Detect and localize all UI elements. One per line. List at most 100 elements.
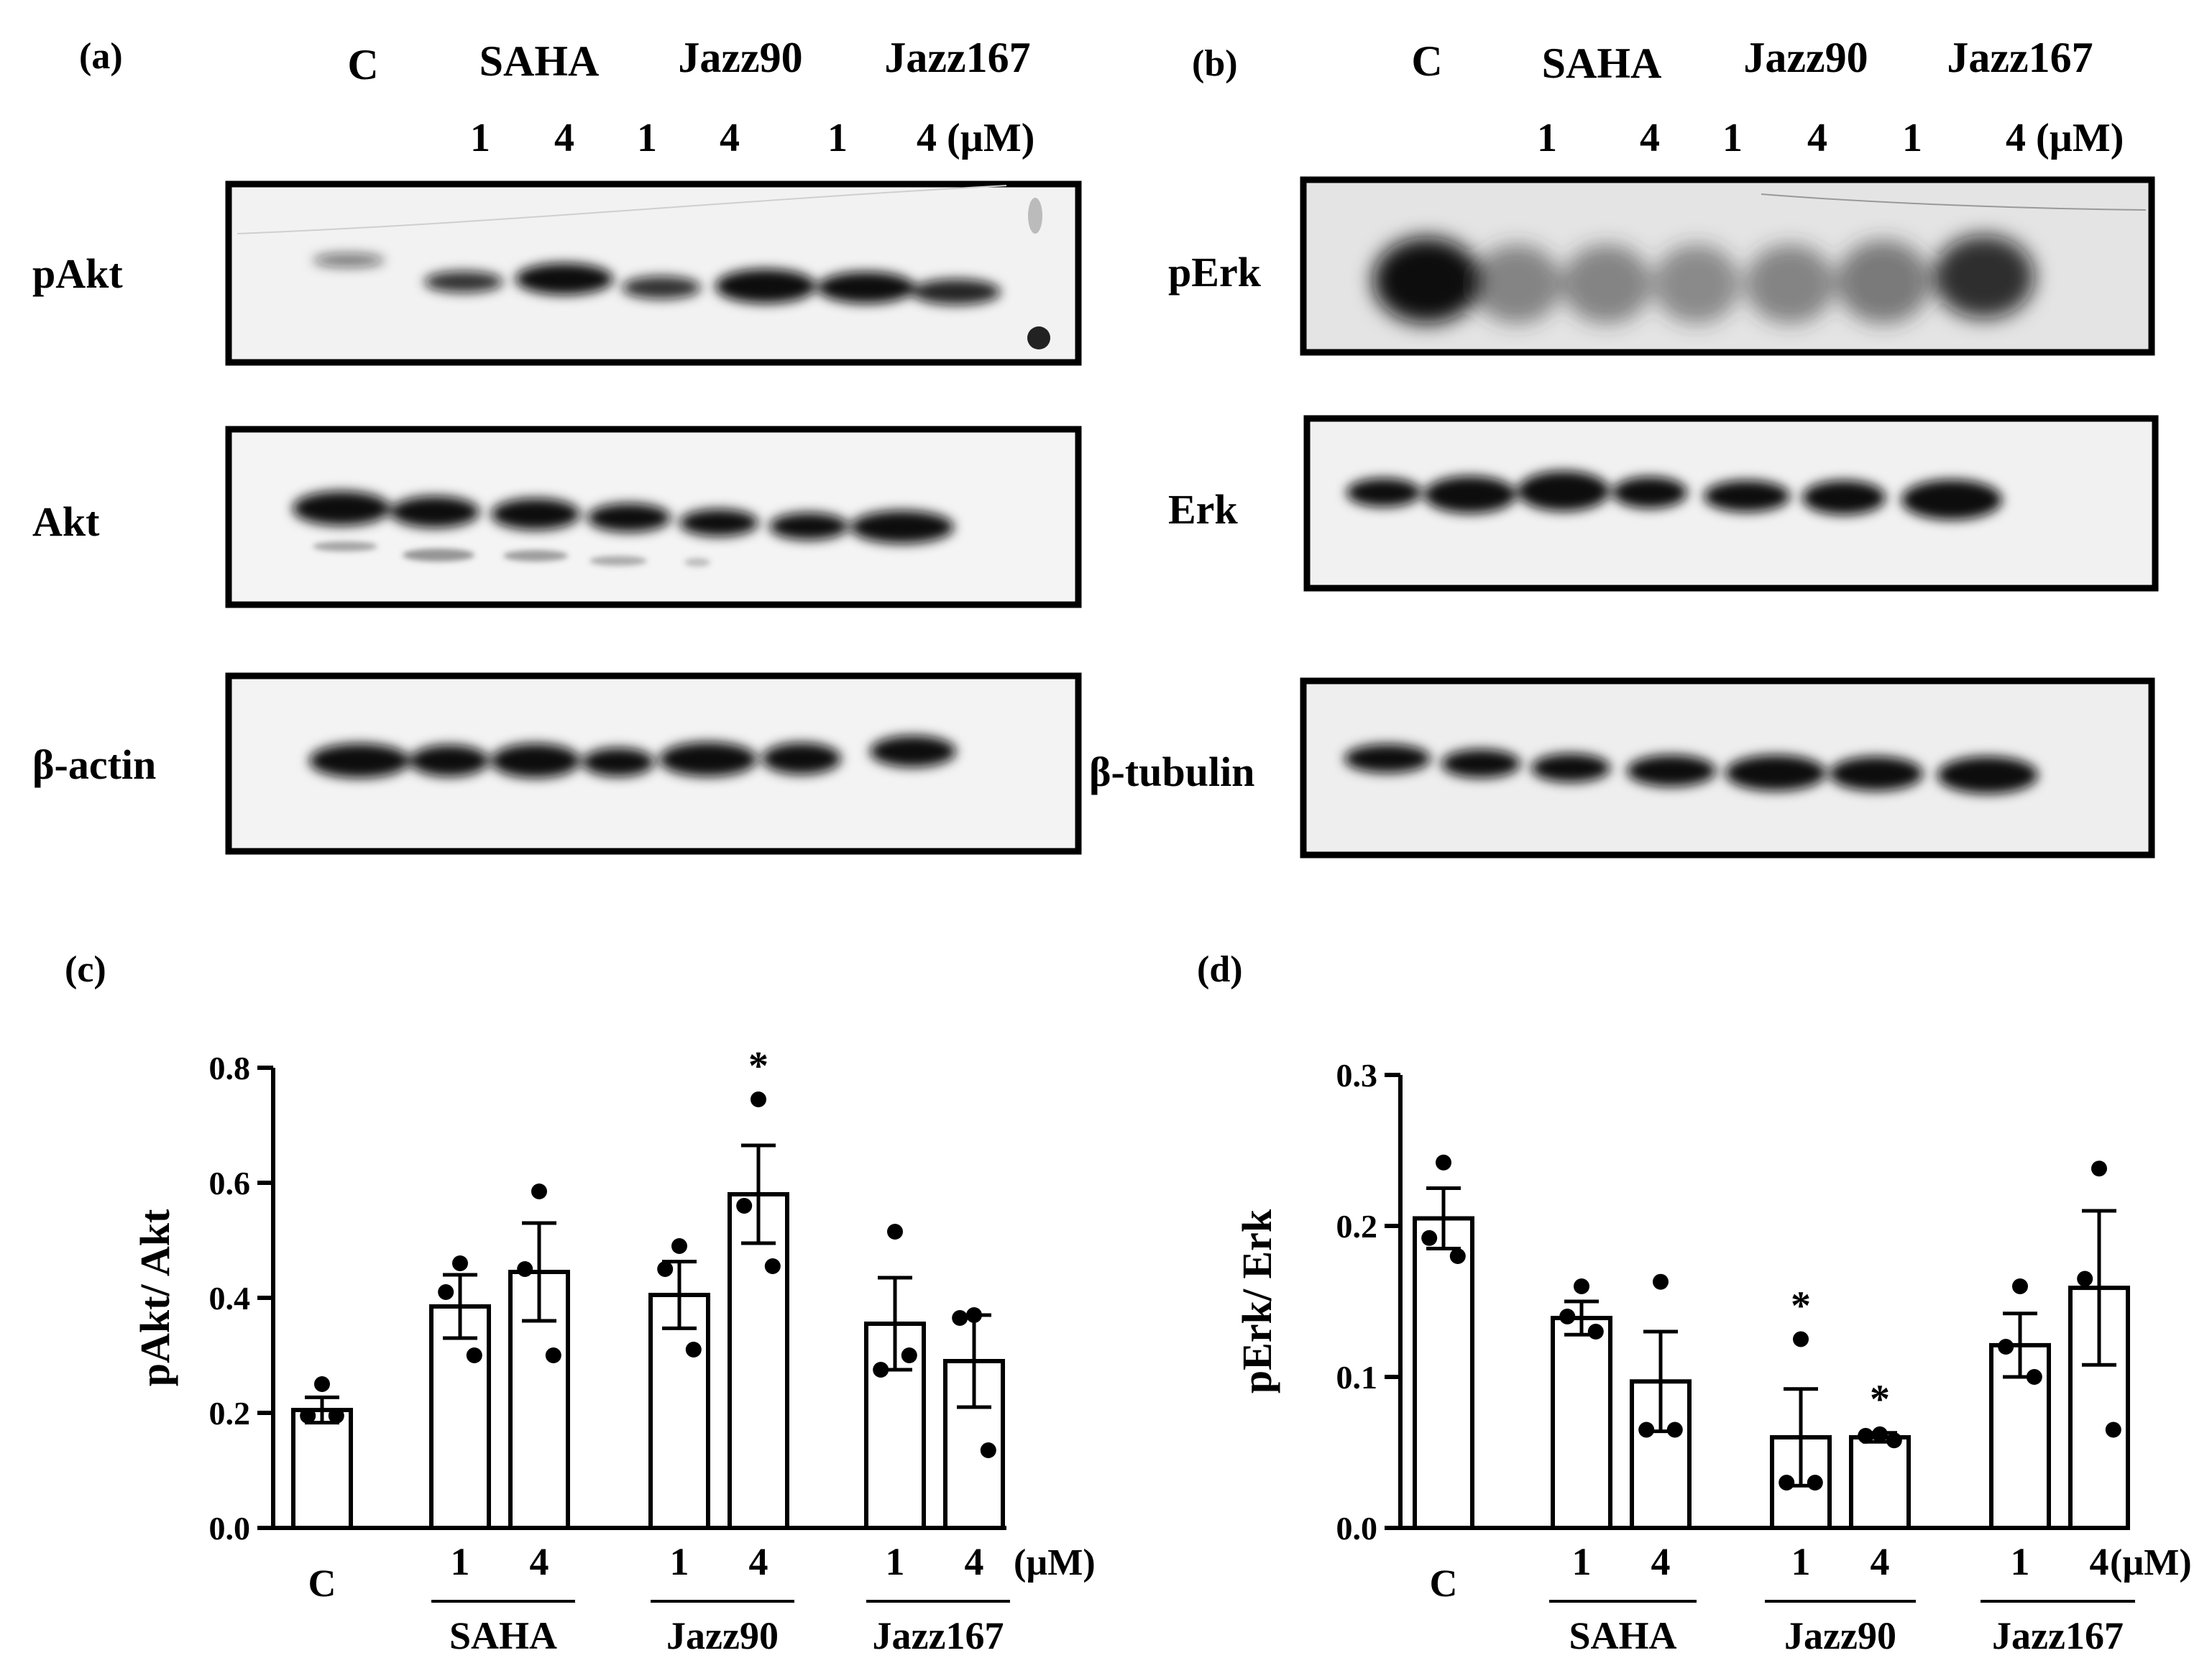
- data-point: [1653, 1273, 1669, 1290]
- data-point: [1807, 1475, 1823, 1491]
- blot-beta-actin: [225, 672, 1082, 855]
- data-point: [1559, 1309, 1576, 1324]
- blot-erk: [1303, 415, 2159, 592]
- bar: [1413, 1216, 1474, 1530]
- x-tick-label: 1: [670, 1540, 689, 1583]
- y-tick-label: 0.3: [1336, 1057, 1378, 1094]
- blot-b-group-label: Jazz167: [1947, 34, 2093, 81]
- group-label: Jazz90: [666, 1614, 779, 1657]
- data-point: [1886, 1432, 1902, 1449]
- blot-b-dose-label: 4: [1640, 116, 1660, 160]
- data-point: [438, 1284, 454, 1300]
- x-tick-label: 1: [451, 1540, 470, 1583]
- unit-label: (µM): [2110, 1542, 2192, 1583]
- data-point: [2091, 1160, 2107, 1177]
- significance-marker: *: [1870, 1378, 1890, 1422]
- blot-row-label: β-actin: [32, 741, 156, 788]
- x-tick-label: 4: [749, 1540, 768, 1583]
- blot-b-dose-label: 1: [1902, 116, 1922, 160]
- data-point: [1998, 1339, 2014, 1355]
- blot-a-dose-label: 1: [637, 116, 657, 160]
- blot-b-dose-label: 1: [1537, 116, 1557, 160]
- x-tick-label: 4: [2090, 1540, 2109, 1583]
- data-point: [657, 1261, 674, 1277]
- x-tick-label: 4: [1651, 1540, 1671, 1583]
- data-point: [1421, 1230, 1438, 1246]
- data-point: [1638, 1422, 1655, 1438]
- data-point: [751, 1091, 766, 1107]
- panel-d-label: (d): [1197, 949, 1243, 990]
- data-point: [736, 1198, 753, 1214]
- panel-c-label: (c): [65, 949, 106, 990]
- data-point: [2026, 1369, 2042, 1385]
- data-point: [1872, 1426, 1888, 1442]
- blot-b-dose-label: 1: [1722, 116, 1743, 160]
- y-axis-label: pAkt/ Akt: [132, 1209, 178, 1386]
- y-tick-label: 0.0: [209, 1510, 251, 1547]
- data-point: [671, 1238, 687, 1254]
- blot-row-label: Erk: [1168, 486, 1238, 533]
- blot-a-group-label: C: [347, 41, 378, 88]
- data-point: [531, 1184, 547, 1199]
- data-point: [466, 1347, 482, 1363]
- y-tick-label: 0.8: [209, 1050, 251, 1086]
- bar: [1849, 1435, 1911, 1530]
- unit-label: (µM): [1014, 1542, 1096, 1583]
- panel-b: (b) C SAHA Jazz90 Jazz167 1 4 1 4 1 4 (µ…: [1089, 34, 2159, 859]
- data-point: [980, 1442, 996, 1458]
- blot-b-group-label: SAHA: [1542, 40, 1662, 87]
- y-tick-label: 0.2: [1336, 1208, 1378, 1245]
- blot-akt: [225, 426, 1082, 608]
- blot-row-label: pErk: [1168, 249, 1262, 296]
- data-point: [966, 1307, 982, 1323]
- blot-a-group-label: Jazz167: [884, 34, 1030, 81]
- x-tick-label: 1: [1572, 1540, 1592, 1583]
- bar: [648, 1293, 710, 1530]
- x-tick-label: C: [308, 1562, 336, 1605]
- data-point: [952, 1310, 968, 1326]
- blot-a-dose-label: 4 (µM): [917, 116, 1034, 160]
- group-label: Jazz90: [1784, 1614, 1896, 1657]
- x-tick-label: C: [1430, 1562, 1458, 1605]
- panel-b-label: (b): [1192, 43, 1238, 84]
- data-point: [764, 1258, 781, 1274]
- blot-a-dose-label: 1: [470, 116, 490, 160]
- blot-beta-tubulin: [1300, 677, 2155, 859]
- data-point: [873, 1362, 889, 1378]
- group-label: Jazz167: [1992, 1614, 2124, 1657]
- data-point: [1858, 1427, 1874, 1444]
- x-tick-label: 4: [965, 1540, 984, 1583]
- blot-b-dose-label: 4: [1807, 116, 1827, 160]
- bar: [1551, 1316, 1612, 1530]
- blot-row-label: Akt: [32, 498, 100, 545]
- data-point: [328, 1408, 344, 1424]
- panel-a-label: (a): [79, 36, 123, 77]
- bar: [291, 1408, 353, 1530]
- data-point: [685, 1342, 702, 1358]
- data-point: [1793, 1331, 1809, 1347]
- x-tick-label: 4: [1871, 1540, 1890, 1583]
- blot-a-group-label: Jazz90: [678, 34, 802, 81]
- y-tick-label: 0.6: [209, 1165, 251, 1201]
- blot-a-dose-label: 4: [720, 116, 740, 160]
- data-point: [300, 1408, 316, 1424]
- blot-row-label: pAkt: [32, 250, 123, 297]
- data-point: [1666, 1422, 1683, 1438]
- blot-a-dose-label: 1: [827, 116, 848, 160]
- y-tick-label: 0.0: [1336, 1510, 1378, 1547]
- data-point: [2012, 1278, 2028, 1294]
- significance-marker: *: [1791, 1284, 1811, 1329]
- blot-b-group-label: Jazz90: [1743, 34, 1868, 81]
- group-label: SAHA: [449, 1614, 557, 1657]
- data-point: [517, 1261, 533, 1277]
- group-label: Jazz167: [873, 1614, 1004, 1657]
- blot-row-label: β-tubulin: [1089, 748, 1254, 795]
- blot-b-dose-label: 4 (µM): [2006, 116, 2124, 160]
- data-point: [901, 1347, 917, 1363]
- data-point: [1779, 1475, 1795, 1491]
- data-point: [1587, 1324, 1604, 1340]
- y-axis-label: pErk/ Erk: [1234, 1209, 1280, 1393]
- data-point: [452, 1255, 468, 1271]
